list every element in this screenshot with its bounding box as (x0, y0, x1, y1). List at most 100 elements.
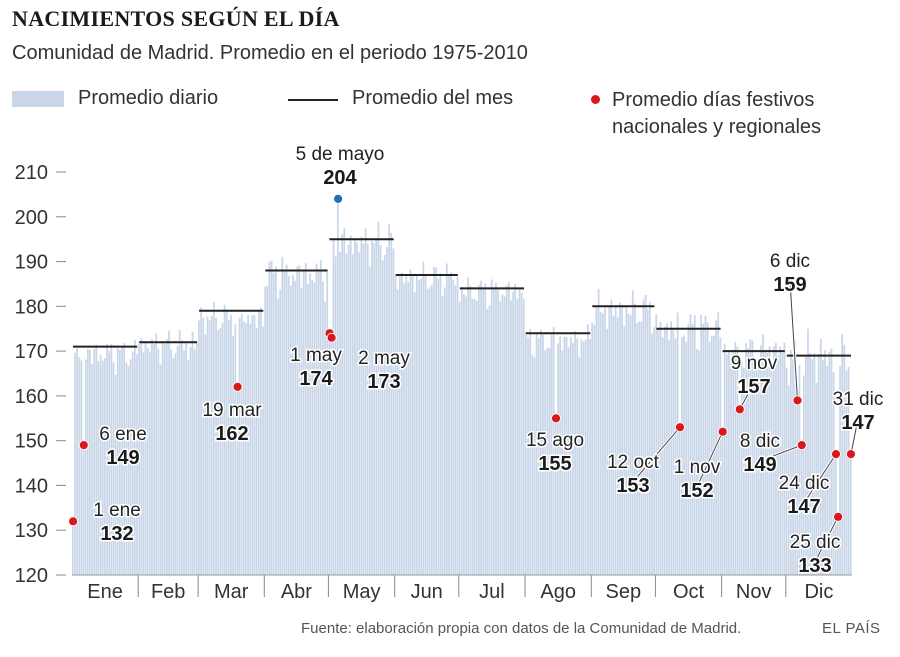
daily-bar (189, 347, 192, 575)
daily-bar (183, 350, 185, 575)
daily-bar (144, 342, 147, 575)
daily-bar (576, 338, 579, 575)
daily-bar (616, 317, 619, 575)
daily-bar (809, 353, 811, 575)
daily-bar (431, 284, 433, 575)
holiday-value-label: 152 (680, 480, 713, 502)
daily-bar (463, 294, 465, 575)
daily-bar (473, 298, 476, 575)
daily-bar (339, 251, 341, 575)
y-tick-label: 130 (15, 520, 48, 542)
holiday-point (717, 426, 728, 437)
legend-holiday-swatch (591, 95, 600, 104)
daily-bar (557, 343, 559, 575)
daily-bar (268, 261, 271, 575)
daily-bar (76, 348, 79, 575)
daily-bar (723, 343, 726, 575)
daily-bar (772, 346, 775, 575)
daily-bar (253, 315, 256, 575)
daily-bar (563, 336, 566, 575)
daily-bar (492, 288, 495, 575)
daily-bar (166, 339, 168, 575)
daily-bar (802, 375, 805, 575)
daily-bar (91, 364, 93, 575)
daily-bar (187, 359, 190, 575)
daily-bar (693, 315, 696, 575)
daily-bar (129, 359, 132, 575)
daily-bar (247, 314, 249, 575)
daily-bar (324, 301, 326, 575)
daily-bar (228, 320, 230, 575)
holiday-value-label: 159 (773, 274, 806, 296)
daily-bar (448, 276, 450, 575)
daily-bar (351, 254, 354, 575)
daily-bar (764, 352, 767, 575)
daily-bar (420, 278, 423, 575)
month-label: Ago (540, 581, 576, 603)
daily-bar (384, 255, 386, 576)
daily-bar (371, 240, 373, 576)
daily-bar (542, 334, 544, 575)
chart-title: NACIMIENTOS SEGÚN EL DÍA (12, 6, 340, 31)
daily-bar (403, 283, 405, 575)
daily-bar (84, 359, 87, 575)
daily-bar (781, 352, 784, 575)
daily-bar (815, 382, 818, 575)
daily-bar (356, 242, 358, 576)
daily-bar (507, 281, 510, 575)
daily-bar (478, 284, 480, 575)
holiday-value-label: 174 (299, 368, 333, 390)
daily-bar (484, 283, 487, 575)
daily-bar (168, 330, 170, 575)
daily-bar (317, 271, 320, 575)
holiday-date-label: 19 mar (202, 400, 262, 421)
daily-bar (86, 348, 89, 575)
brand-logo-text: EL PAÍS (822, 620, 881, 637)
daily-bar (364, 228, 367, 575)
daily-bar (683, 335, 685, 575)
daily-bar (264, 286, 267, 575)
daily-bar (93, 348, 96, 575)
month-label: May (343, 581, 381, 603)
daily-bar (234, 324, 237, 575)
daily-bar (480, 280, 482, 575)
daily-bar (398, 273, 401, 575)
daily-bar (275, 266, 277, 575)
daily-bar (266, 285, 269, 575)
daily-bar (533, 357, 536, 575)
daily-bar (589, 339, 591, 575)
daily-bar (798, 364, 801, 575)
daily-bar (106, 343, 108, 575)
daily-bar (843, 344, 846, 575)
daily-bar (236, 386, 239, 575)
daily-bar (394, 275, 397, 575)
daily-bar (456, 276, 459, 575)
daily-bar (732, 350, 735, 575)
daily-bar (794, 340, 797, 575)
daily-bar (625, 307, 628, 575)
daily-bar (405, 274, 408, 575)
y-tick-label: 210 (15, 162, 48, 184)
daily-bar (200, 307, 202, 575)
daily-bar (471, 299, 474, 575)
daily-bar (610, 299, 613, 575)
monthly-average-lines (73, 238, 851, 357)
daily-bar (755, 358, 758, 575)
daily-bar (559, 336, 561, 575)
daily-bar (696, 349, 698, 575)
daily-bar (706, 322, 709, 575)
daily-bar (377, 221, 380, 575)
daily-bar (725, 354, 728, 575)
daily-bar (292, 275, 294, 575)
daily-bar (230, 314, 232, 575)
daily-bar (424, 275, 427, 575)
daily-bar (469, 285, 472, 575)
daily-bar (392, 248, 395, 575)
daily-bar (819, 338, 822, 575)
daily-bar (670, 320, 673, 575)
daily-bar (653, 327, 655, 575)
daily-bar (651, 333, 653, 575)
daily-bar (104, 358, 106, 575)
holiday-date-label: 2 may (358, 348, 410, 369)
daily-bar (847, 367, 850, 575)
